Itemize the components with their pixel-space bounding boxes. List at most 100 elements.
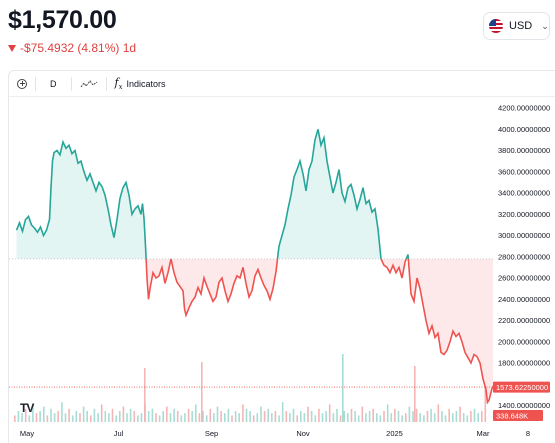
- volume-label: 338.648K: [496, 412, 528, 421]
- volume-bar: [448, 408, 450, 422]
- volume-bar: [24, 408, 27, 422]
- volume-bar: [32, 404, 34, 422]
- volume-bar: [415, 408, 418, 422]
- price-change-value: -$75.4932 (4.81%) 1d: [20, 41, 137, 55]
- y-axis-tick-label: 2800.00000000: [498, 252, 550, 261]
- add-symbol-button[interactable]: [9, 71, 35, 96]
- volume-bar: [122, 406, 125, 422]
- x-axis-tick-label: 8: [526, 429, 530, 438]
- y-axis-tick-label: 3200.00000000: [498, 210, 550, 219]
- volume-bar: [256, 413, 259, 422]
- y-axis-tick-label: 4000.00000000: [498, 125, 550, 134]
- volume-bar: [368, 411, 371, 422]
- y-axis-tick-label: 3800.00000000: [498, 146, 550, 155]
- volume-bar: [245, 408, 248, 422]
- chart-toolbar: D fx Indicators: [9, 71, 555, 97]
- volume-bar: [303, 413, 306, 422]
- volume-bar: [354, 411, 356, 422]
- volume-bar: [347, 413, 349, 422]
- volume-bar: [390, 413, 393, 422]
- volume-bar: [90, 415, 92, 422]
- y-axis-tick-label: 2600.00000000: [498, 274, 550, 283]
- volume-bar: [75, 411, 78, 422]
- volume-bar: [195, 404, 197, 422]
- volume-bar: [242, 404, 244, 422]
- y-axis-tick-label: 3000.00000000: [498, 231, 550, 240]
- volume-bar: [169, 413, 172, 422]
- volume-bar: [342, 354, 344, 422]
- volume-bar: [473, 408, 476, 422]
- y-axis-tick-label: 2200.00000000: [498, 316, 550, 325]
- volume-bar: [111, 408, 114, 422]
- volume-bar: [405, 413, 407, 422]
- volume-bar: [459, 406, 461, 422]
- volume-bar: [365, 413, 367, 422]
- x-axis-tick-label: 2025: [386, 429, 403, 438]
- toolbar-divider: [105, 76, 107, 91]
- volume-bar: [108, 413, 110, 422]
- volume-bar: [144, 368, 146, 422]
- volume-bar: [28, 415, 31, 422]
- volume-bar: [14, 415, 16, 422]
- volume-bar: [466, 415, 469, 422]
- currency-selector[interactable]: USD ⌄: [483, 12, 550, 40]
- volume-bar: [220, 411, 222, 422]
- volume-bar: [271, 413, 273, 422]
- volume-bar: [46, 415, 49, 422]
- volume-bar: [209, 408, 212, 422]
- volume-bar: [166, 406, 168, 422]
- line-chart-icon: [80, 79, 97, 87]
- volume-bar: [68, 408, 70, 422]
- volume-bar: [419, 413, 421, 422]
- volume-bar: [307, 406, 309, 422]
- volume-bar: [361, 406, 364, 422]
- volume-bar: [267, 408, 269, 422]
- volume-bar: [357, 415, 360, 422]
- interval-button[interactable]: D: [36, 71, 71, 96]
- volume-bar: [180, 415, 183, 422]
- volume-bar: [137, 415, 139, 422]
- interval-label: D: [50, 78, 57, 89]
- volume-bar: [386, 404, 389, 422]
- volume-bar: [201, 362, 203, 422]
- volume-bar: [155, 413, 157, 422]
- volume-bar: [61, 402, 63, 422]
- volume-bar: [162, 411, 164, 422]
- volume-bar: [401, 415, 403, 422]
- volume-bar: [53, 413, 56, 422]
- volume-bar: [93, 408, 96, 422]
- volume-bar: [249, 411, 251, 422]
- toolbar-divider: [70, 76, 72, 91]
- x-axis-tick-label: Jul: [114, 429, 124, 438]
- chart-type-button[interactable]: [72, 71, 106, 96]
- volume-bar: [452, 413, 454, 422]
- volume-bar: [213, 413, 215, 422]
- volume-bar: [470, 411, 472, 422]
- price-change: -$75.4932 (4.81%) 1d: [8, 41, 136, 55]
- volume-bar: [426, 411, 429, 422]
- volume-bar: [372, 408, 374, 422]
- plus-circle-icon: [17, 78, 27, 89]
- volume-bar: [35, 413, 38, 422]
- volume-bar: [260, 406, 262, 422]
- y-axis-tick-label: 4200.00000000: [498, 104, 550, 113]
- volume-bar: [97, 413, 99, 422]
- toolbar-divider: [35, 76, 36, 91]
- volume-bar: [310, 411, 313, 422]
- volume-tag: [493, 410, 543, 421]
- indicators-label: Indicators: [126, 78, 166, 89]
- down-arrow-icon: [8, 44, 16, 52]
- volume-bar: [437, 404, 440, 422]
- volume-bar: [129, 408, 132, 422]
- volume-bar: [100, 404, 103, 422]
- volume-bar: [318, 408, 320, 422]
- y-axis-tick-label: 2000.00000000: [498, 337, 550, 346]
- volume-bar: [328, 404, 331, 422]
- volume-bar: [184, 413, 186, 422]
- volume-bar: [126, 413, 128, 422]
- volume-bar: [423, 415, 425, 422]
- tradingview-logo: TV: [20, 401, 34, 415]
- indicators-button[interactable]: fx Indicators: [107, 71, 174, 96]
- volume-bar: [379, 415, 382, 422]
